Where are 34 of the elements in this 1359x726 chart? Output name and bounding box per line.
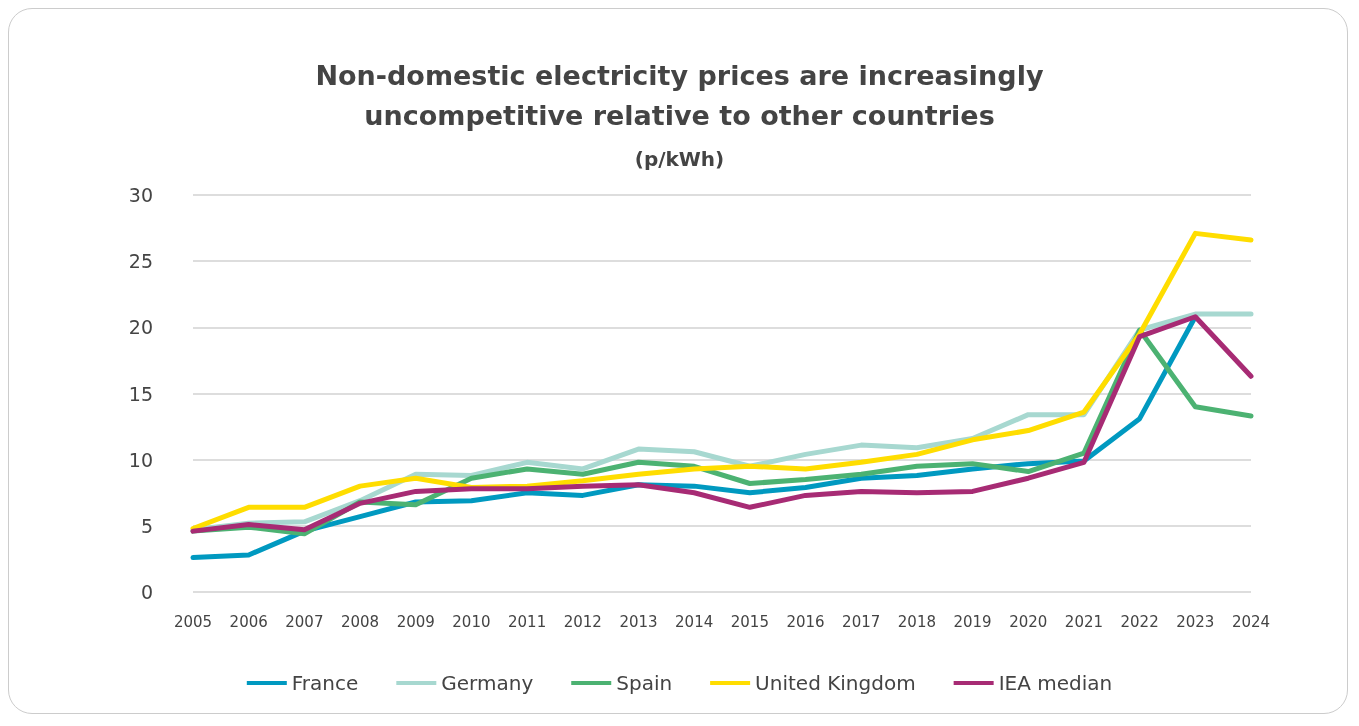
x-tick-label: 2013 <box>619 612 658 631</box>
legend-label: Germany <box>441 671 534 695</box>
legend-label: France <box>291 671 359 695</box>
x-tick-label: 2008 <box>340 612 380 631</box>
y-tick-label: 20 <box>128 316 153 339</box>
chart-title: Non-domestic electricity prices are increasingly uncompetitive relative to other countries <box>315 59 1044 131</box>
x-tick-label: 2021 <box>1064 612 1104 631</box>
x-tick-label: 2020 <box>1009 612 1048 631</box>
x-tick-label: 2024 <box>1231 612 1271 631</box>
x-tick-label: 2022 <box>1120 612 1159 631</box>
legend-label: United Kingdom <box>755 671 916 695</box>
x-tick-label: 2014 <box>675 612 714 631</box>
x-tick-label: 2011 <box>508 612 547 631</box>
x-tick-label: 2012 <box>563 612 602 631</box>
x-tick-label: 2007 <box>285 612 324 631</box>
x-tick-label: 2019 <box>953 612 992 631</box>
legend-label: IEA median <box>998 671 1113 695</box>
x-tick-label: 2006 <box>229 612 268 631</box>
x-tick-label: 2018 <box>897 612 936 631</box>
y-tick-label: 15 <box>128 382 153 405</box>
x-tick-label: 2010 <box>452 612 491 631</box>
x-tick-label: 2015 <box>730 612 769 631</box>
y-tick-label: 5 <box>140 514 153 537</box>
y-tick-label: 30 <box>128 184 153 206</box>
y-tick-label: 10 <box>128 448 153 471</box>
chart-subtitle: (p/kWh) <box>634 147 725 171</box>
x-tick-label: 2016 <box>786 612 825 631</box>
y-tick-label: 25 <box>128 250 153 273</box>
x-tick-label: 2023 <box>1176 612 1215 631</box>
x-tick-label: 2005 <box>173 612 213 631</box>
legend-label: Spain <box>616 671 673 695</box>
y-tick-label: 0 <box>140 581 153 603</box>
x-tick-label: 2009 <box>396 612 435 631</box>
x-tick-label: 2017 <box>842 612 881 631</box>
